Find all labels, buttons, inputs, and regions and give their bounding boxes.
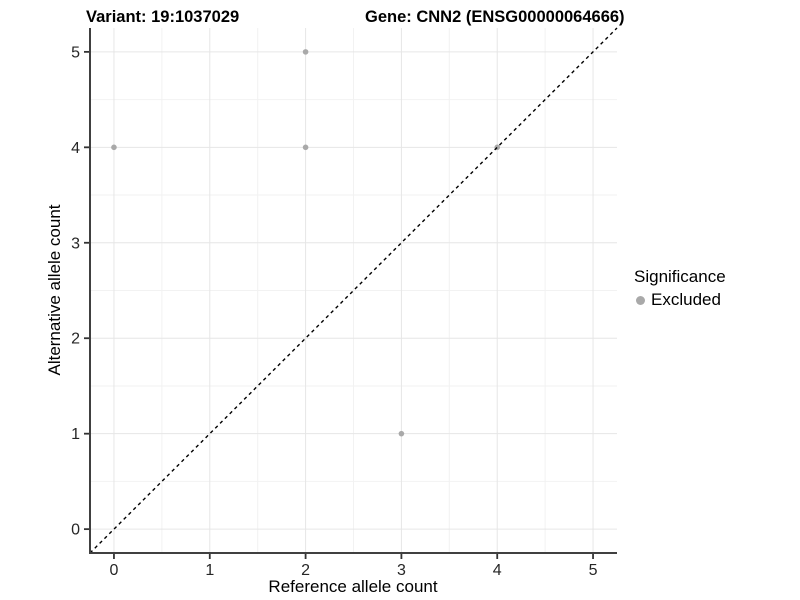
y-tick-label: 0 (71, 522, 80, 539)
y-tick-label: 1 (71, 426, 80, 443)
x-tick-label: 5 (589, 562, 598, 579)
y-tick-label: 4 (71, 140, 80, 157)
x-tick-label: 1 (205, 562, 214, 579)
x-tick-label: 3 (397, 562, 406, 579)
x-tick-label: 2 (301, 562, 310, 579)
plot-title-variant: Variant: 19:1037029 (86, 8, 240, 26)
legend-item-excluded: Excluded (634, 290, 726, 310)
data-point (398, 430, 405, 437)
data-point (302, 144, 309, 151)
y-tick-label: 5 (71, 44, 80, 61)
legend-item-label: Excluded (651, 290, 721, 309)
data-point (302, 49, 309, 55)
y-axis-title: Alternative allele count (45, 204, 64, 376)
legend: Significance Excluded (634, 267, 726, 310)
x-tick-label: 0 (110, 562, 119, 579)
y-tick-label: 2 (71, 331, 80, 348)
identity-reference-line (89, 27, 618, 554)
legend-point-icon (636, 295, 645, 305)
legend-title: Significance (634, 267, 726, 286)
plot-title-gene: Gene: CNN2 (ENSG00000064666) (365, 8, 625, 26)
x-tick-label: 4 (493, 562, 502, 579)
x-axis-title: Reference allele count (268, 577, 438, 596)
data-point (111, 144, 117, 151)
y-tick-label: 3 (71, 235, 80, 252)
